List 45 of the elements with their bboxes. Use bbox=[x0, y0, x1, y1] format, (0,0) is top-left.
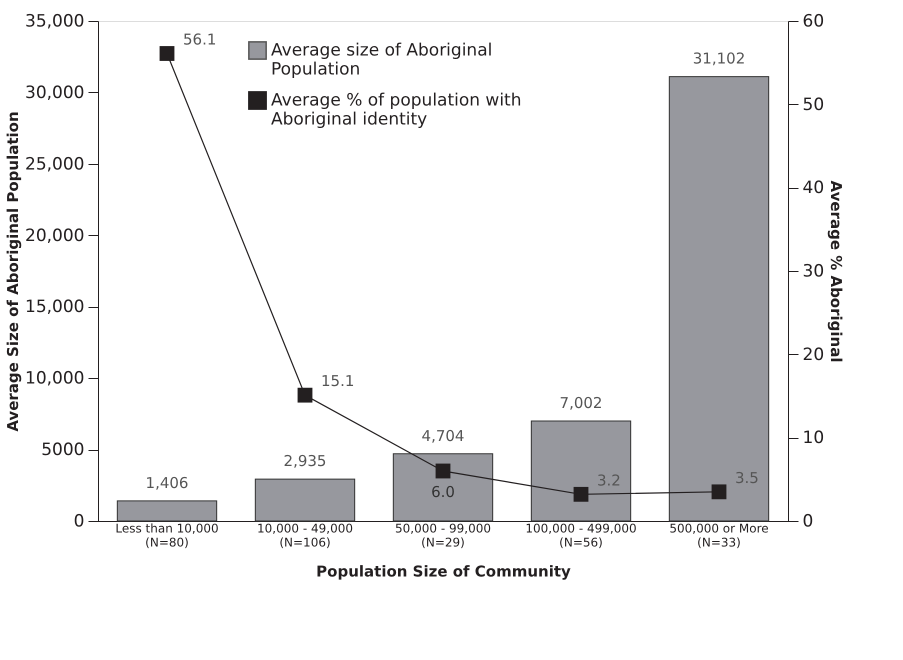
y2-tick-label: 40 bbox=[802, 178, 824, 198]
x-tick-label: 50,000 - 99,000 (N=29) bbox=[395, 522, 491, 550]
data-label: 31,102 bbox=[692, 50, 746, 68]
bar bbox=[392, 453, 494, 522]
y-tick-label: 25,000 bbox=[25, 154, 84, 174]
y-axis-title: Average Size of Aboriginal Population bbox=[4, 111, 22, 432]
y2-tick-label: 10 bbox=[802, 428, 824, 448]
data-label: 3.2 bbox=[597, 471, 621, 490]
data-label: 3.5 bbox=[735, 468, 759, 487]
x-tick-label: 10,000 - 49,000 (N=106) bbox=[257, 522, 353, 550]
data-label: 7,002 bbox=[560, 394, 602, 412]
y-tick-label: 30,000 bbox=[25, 82, 84, 103]
point bbox=[712, 484, 726, 500]
x-axis-title: Population Size of Community bbox=[316, 562, 572, 580]
bar bbox=[530, 420, 632, 522]
y-tick-label: 15,000 bbox=[25, 297, 84, 318]
point bbox=[574, 486, 588, 502]
y2-axis-title: Average % Aboriginal bbox=[827, 180, 846, 362]
x-tick-label: 500,000 or More (N=33) bbox=[669, 522, 769, 550]
point bbox=[160, 46, 174, 61]
data-label: 15.1 bbox=[321, 372, 354, 390]
y2-tick-label: 0 bbox=[802, 512, 814, 532]
x-tick-label: 100,000 - 499,000 (N=56) bbox=[525, 522, 637, 550]
data-label: 4,704 bbox=[422, 426, 464, 445]
bar bbox=[116, 500, 218, 522]
point bbox=[298, 388, 312, 403]
y-tick-label: 35,000 bbox=[25, 12, 84, 32]
y-tick-label: 5000 bbox=[41, 440, 84, 460]
y2-tick-label: 20 bbox=[802, 344, 824, 365]
y-tick-label: 20,000 bbox=[25, 226, 84, 246]
data-label: 56.1 bbox=[183, 30, 216, 48]
data-label: 1,406 bbox=[146, 474, 188, 492]
bar bbox=[254, 478, 356, 522]
bar bbox=[668, 76, 770, 522]
y-tick-label: 10,000 bbox=[25, 368, 84, 389]
x-tick-label: Less than 10,000 (N=80) bbox=[115, 522, 219, 550]
y2-tick-label: 30 bbox=[802, 262, 824, 282]
y2-tick-label: 60 bbox=[802, 12, 824, 32]
y-tick-label: 0 bbox=[74, 512, 84, 532]
point bbox=[436, 464, 450, 478]
data-label: 6.0 bbox=[431, 483, 455, 501]
legend-label: Average % of population with Aboriginal identity bbox=[271, 90, 522, 130]
data-label: 2,935 bbox=[284, 452, 326, 470]
legend-label: Average size of Aboriginal Population bbox=[271, 40, 492, 80]
y2-tick-label: 50 bbox=[802, 94, 824, 115]
